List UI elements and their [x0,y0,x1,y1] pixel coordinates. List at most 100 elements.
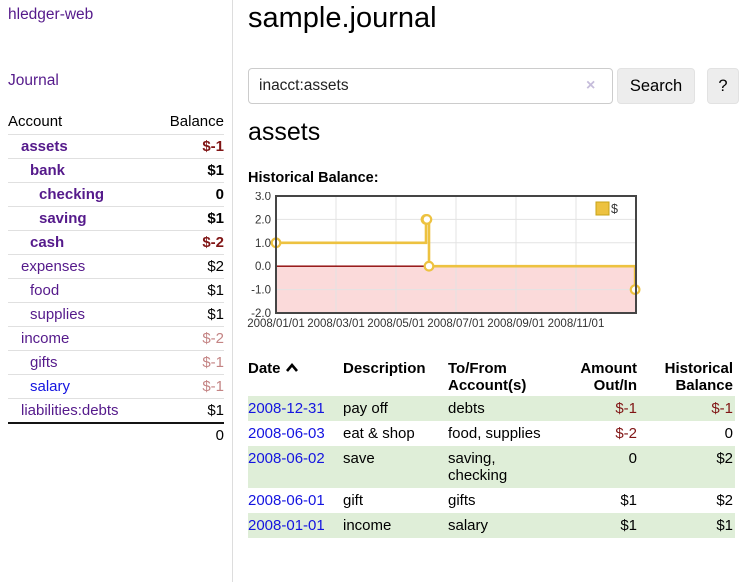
register-accounts: saving, checking [448,450,508,484]
register-description: gift [343,492,364,509]
legend-swatch [595,201,610,216]
account-link[interactable]: assets [21,138,68,155]
account-balance: $-1 [152,134,224,159]
register-balance: $-1 [711,400,733,417]
svg-text:0.0: 0.0 [255,261,271,273]
accounts-column-header: To/From Account(s) [448,360,527,394]
svg-text:-2.0: -2.0 [251,308,271,320]
account-balance: $-2 [152,326,224,351]
svg-text:2.0: 2.0 [255,214,271,226]
register-date-link[interactable]: 2008-06-02 [248,450,325,467]
svg-text:2008/05/01: 2008/05/01 [367,318,425,330]
account-row: cash $-2 [8,230,224,255]
register-accounts: salary [448,517,489,534]
account-balance: $2 [152,254,224,279]
register-date-link[interactable]: 2008-06-01 [248,492,325,509]
account-balance: $1 [152,302,224,327]
account-link[interactable]: cash [30,234,65,251]
svg-text:1.0: 1.0 [255,238,271,250]
account-row: gifts $-1 [8,350,224,375]
register-date-link[interactable]: 2008-12-31 [248,400,325,417]
account-link[interactable]: expenses [21,258,86,275]
accounts-total-row: 0 [8,422,224,447]
account-link[interactable]: saving [39,210,87,227]
account-balance: $1 [152,398,224,423]
account-row: checking 0 [8,182,224,207]
account-link[interactable]: income [21,330,70,347]
legend-label: $ [611,202,618,216]
account-link[interactable]: liabilities:debts [21,402,119,419]
register-row: 2008-01-01 income salary $1 $1 [248,513,735,538]
search-button[interactable]: Search [617,68,695,104]
register-accounts: debts [448,400,485,417]
balance-column-header-register: Historical Balance [664,360,733,394]
svg-text:2008/01/01: 2008/01/01 [247,318,305,330]
date-column-header[interactable]: Date [248,358,343,396]
account-link[interactable]: salary [30,378,71,395]
account-balance: $-1 [152,350,224,375]
sidebar-item-journal[interactable]: Journal [8,72,59,89]
register-description: eat & shop [343,425,415,442]
register-balance: $2 [716,450,733,467]
amount-column-header: Amount Out/In [580,360,637,394]
register-accounts: gifts [448,492,476,509]
register-amount: 0 [628,450,637,467]
register-amount: $1 [620,492,637,509]
account-balance: $-2 [152,230,224,255]
register-balance: 0 [724,425,733,442]
register-amount: $1 [620,517,637,534]
register-row: 2008-06-01 gift gifts $1 $2 [248,488,735,513]
account-link[interactable]: gifts [30,354,58,371]
account-balance: 0 [152,182,224,207]
register-row: 2008-06-03 eat & shop food, supplies $-2 0 [248,421,735,446]
svg-text:2008/09/01: 2008/09/01 [487,318,545,330]
accounts-header-row: Account Balance [8,110,224,135]
account-balance: $1 [152,206,224,231]
register-accounts: food, supplies [448,425,541,442]
account-row: bank $1 [8,158,224,183]
account-balance: $1 [152,158,224,183]
register-date-link[interactable]: 2008-06-03 [248,425,325,442]
register-date-link[interactable]: 2008-01-01 [248,517,325,534]
account-balance: $1 [152,278,224,303]
account-link[interactable]: supplies [30,306,86,323]
search-input[interactable] [248,68,613,104]
app-title-link[interactable]: hledger-web [8,6,94,23]
description-column-header: Description [343,360,426,377]
register-table: Date Description To/From Account(s) Amou… [248,358,735,538]
main-content: sample.journal × Search ? assets Histori… [247,0,742,582]
account-row: expenses $2 [8,254,224,279]
chart-title: Historical Balance: [248,170,379,186]
sort-asc-icon [285,360,299,377]
accounts-table: Account Balance assets $-1 bank $1 checking 0… [8,110,224,447]
register-row: 2008-12-31 pay off debts $-1 $-1 [248,396,735,421]
account-link[interactable]: food [30,282,60,299]
register-amount: $-1 [615,400,637,417]
register-balance: $1 [716,517,733,534]
account-column-header: Account [8,113,63,130]
register-description: pay off [343,400,388,417]
account-row: supplies $1 [8,302,224,327]
account-row: income $-2 [8,326,224,351]
account-balance: $-1 [152,374,224,399]
register-description: income [343,517,392,534]
sidebar: hledger-web Journal Account Balance asse… [0,0,233,582]
clear-search-icon[interactable]: × [586,77,596,94]
search-bar: × Search ? [248,68,742,104]
account-row: food $1 [8,278,224,303]
account-row: assets $-1 [8,134,224,159]
svg-text:3.0: 3.0 [255,192,271,203]
balance-column-header: Balance [169,113,224,130]
account-link[interactable]: bank [30,162,66,179]
page-title: sample.journal [248,2,437,34]
register-amount: $-2 [615,425,637,442]
search-help-button[interactable]: ? [707,68,739,104]
account-row: salary $-1 [8,374,224,399]
historical-balance-chart: $3.0 2.0 1.0 0.0 -1.0 -2.0 2008/01/01 2008/03/0… [243,191,643,342]
account-link[interactable]: checking [39,186,105,203]
register-header-row: Date Description To/From Account(s) Amou… [248,358,735,396]
register-balance: $2 [716,492,733,509]
svg-text:2008/03/01: 2008/03/01 [307,318,365,330]
svg-text:-1.0: -1.0 [251,285,271,297]
